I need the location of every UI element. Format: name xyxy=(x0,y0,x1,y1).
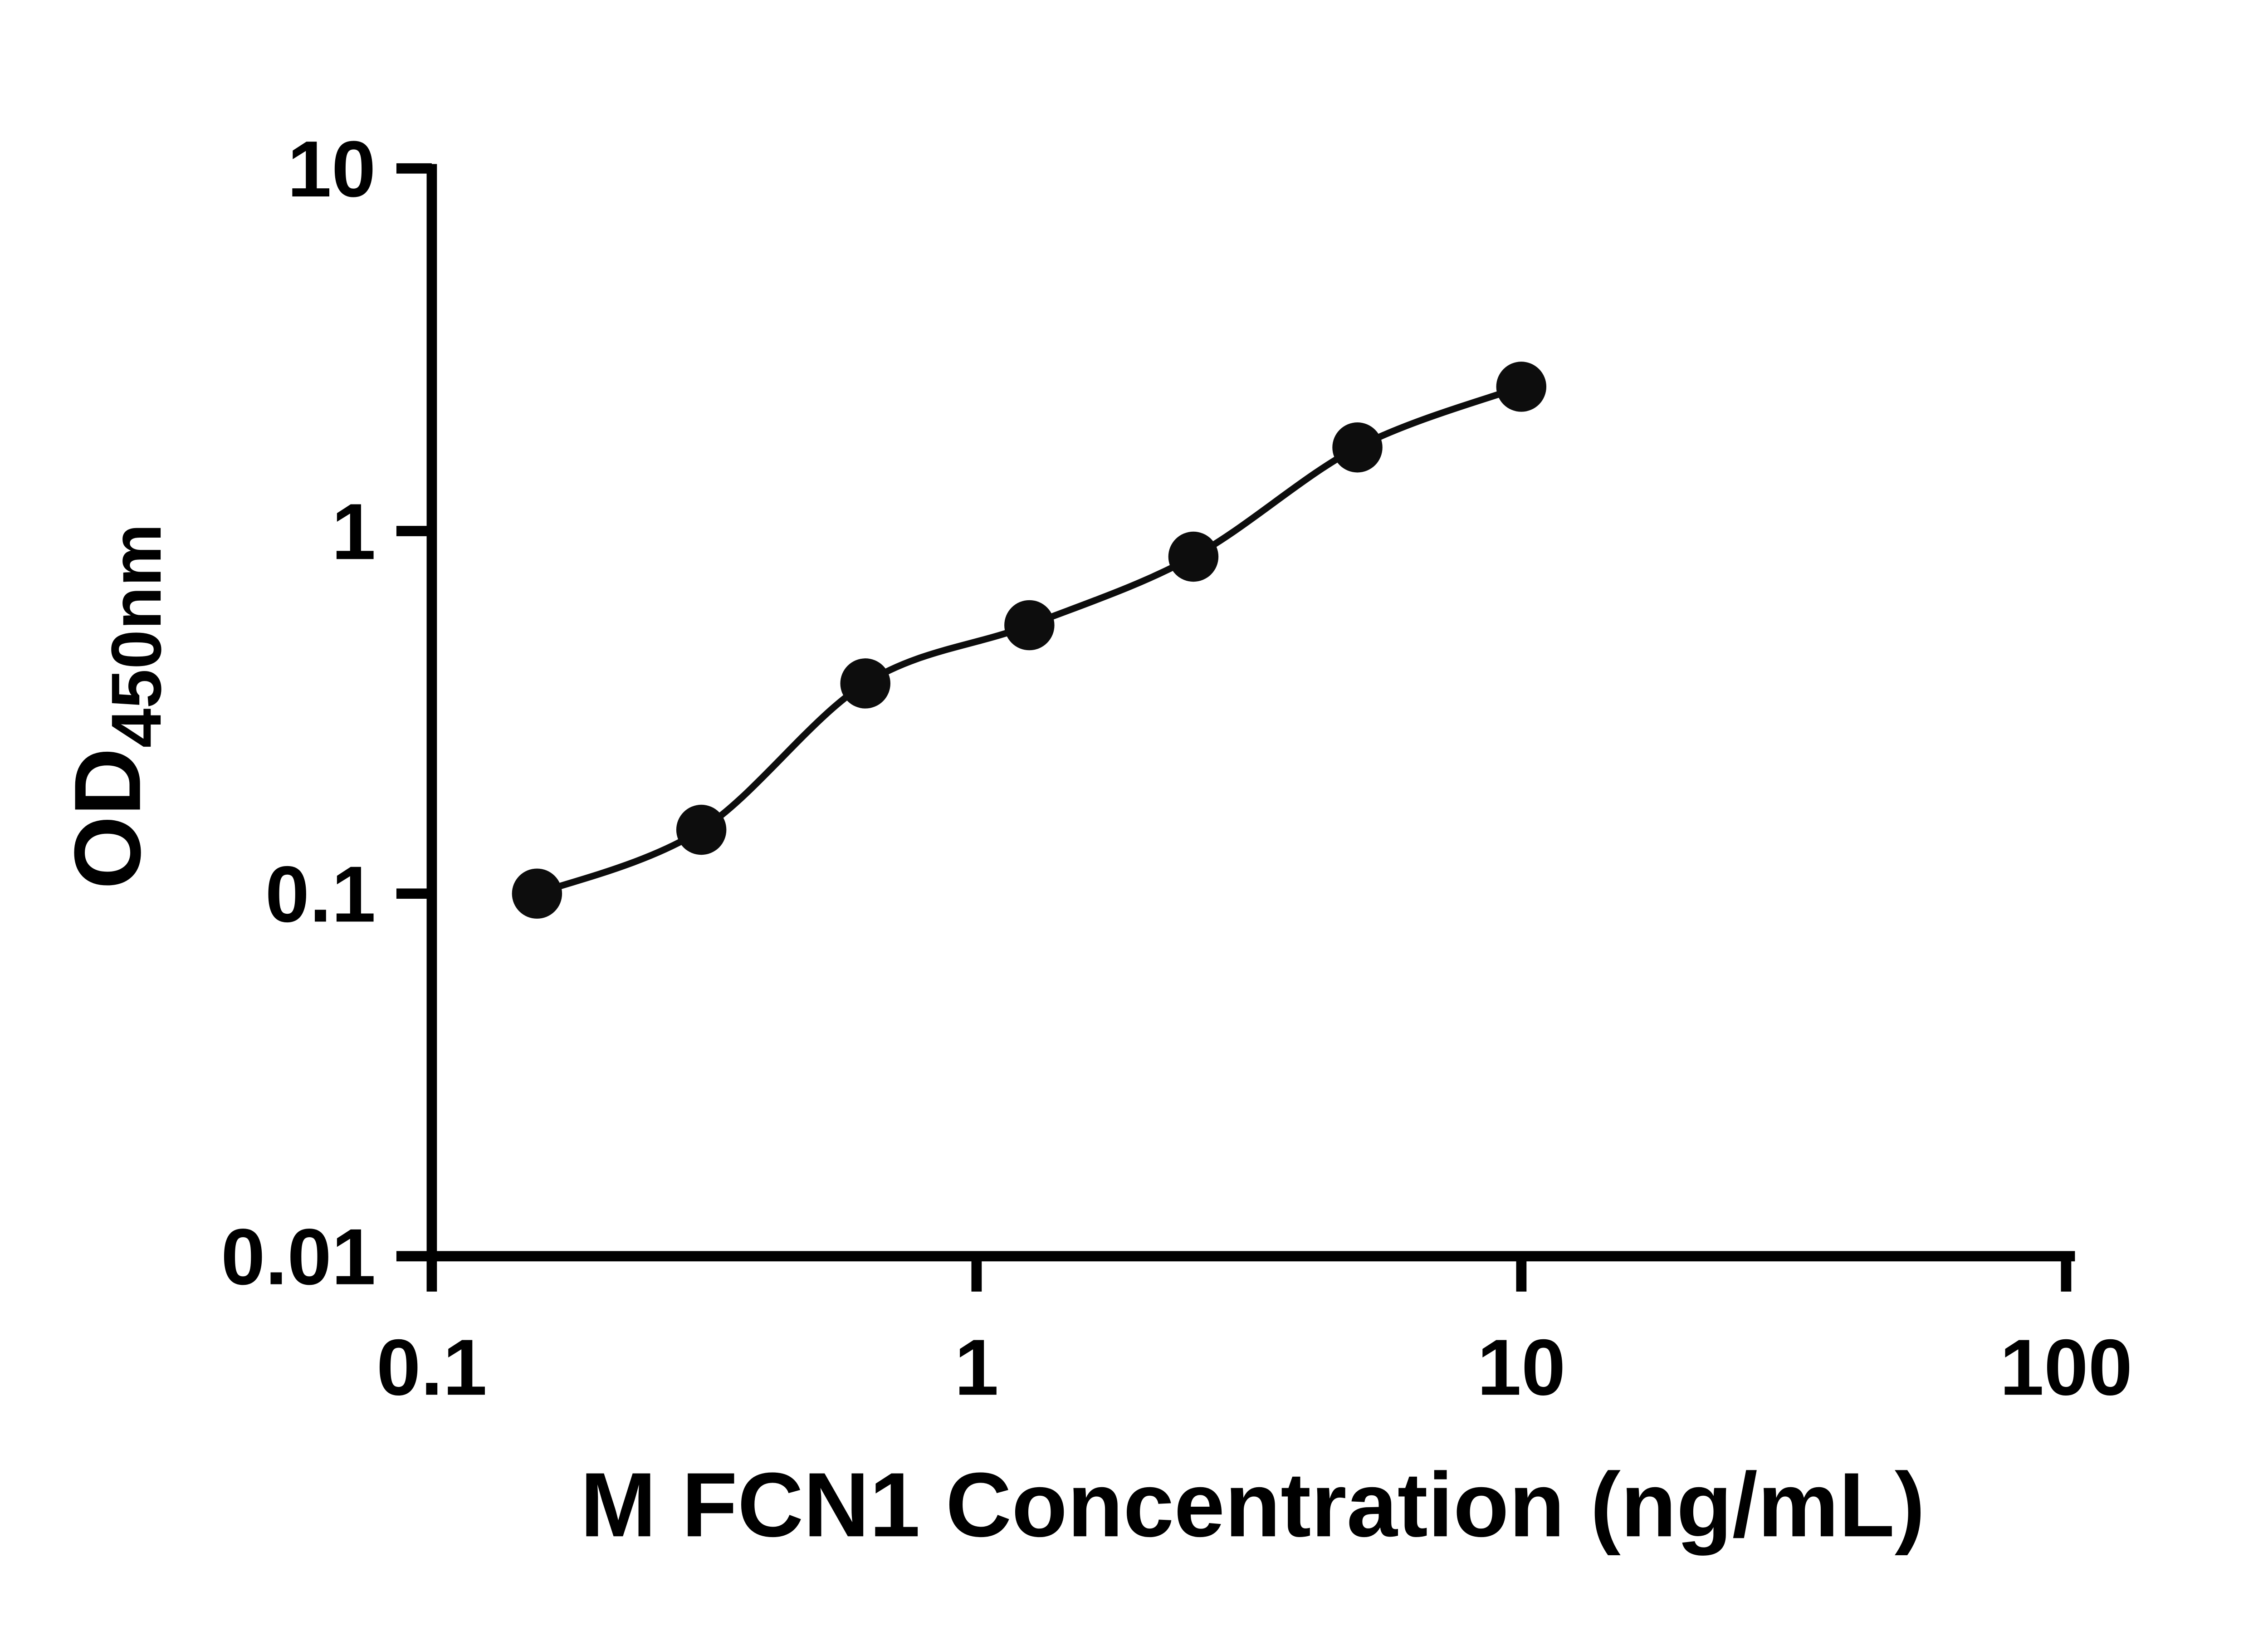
data-point xyxy=(1332,422,1383,473)
x-tick-label: 100 xyxy=(2000,1323,2133,1412)
y-tick-label: 10 xyxy=(287,125,376,214)
data-point xyxy=(1004,600,1055,651)
x-tick-label: 0.1 xyxy=(376,1323,487,1412)
data-point xyxy=(512,868,562,919)
y-axis-title-sub: 450nm xyxy=(97,524,176,748)
x-axis-title: M FCN1 Concentration (ng/mL) xyxy=(580,1454,1925,1556)
data-point xyxy=(840,658,890,709)
y-tick-label: 0.01 xyxy=(221,1213,376,1302)
x-tick-label: 1 xyxy=(954,1323,999,1412)
y-tick-label: 0.1 xyxy=(265,850,376,939)
y-tick-label: 1 xyxy=(332,487,376,576)
data-point xyxy=(1168,531,1219,582)
x-tick-label: 10 xyxy=(1477,1323,1565,1412)
y-axis-title: OD450nm xyxy=(55,524,176,889)
data-point xyxy=(676,804,727,855)
axes xyxy=(426,164,2075,1262)
y-axis-title-main: OD xyxy=(55,748,161,889)
data-point xyxy=(1496,362,1547,412)
